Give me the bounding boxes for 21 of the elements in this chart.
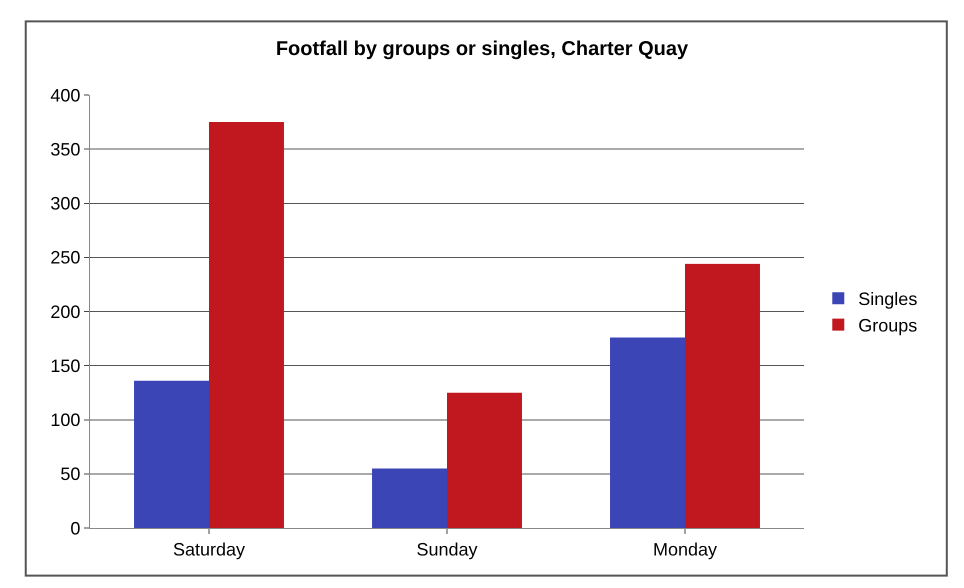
x-tick-label: Monday [652, 540, 718, 560]
bar [610, 337, 685, 528]
bar [134, 380, 209, 528]
y-tick-label: 100 [50, 410, 80, 430]
bar [685, 264, 760, 528]
y-tick-label: 350 [50, 139, 80, 160]
y-tick-label: 400 [50, 85, 80, 106]
y-tick-label: 300 [50, 194, 80, 214]
legend-label: Groups [858, 316, 918, 336]
y-tick-label: 150 [50, 356, 80, 376]
chart-title: Footfall by groups or singles, Charter Quay [276, 38, 690, 60]
legend-label: Singles [858, 289, 918, 310]
bar [209, 122, 284, 528]
y-tick-label: 50 [60, 464, 80, 484]
bar [372, 468, 447, 528]
bar [447, 392, 522, 528]
y-tick-label: 200 [50, 302, 80, 322]
y-tick-label: 0 [70, 518, 80, 538]
x-tick-label: Sunday [416, 540, 478, 560]
x-tick-label: Saturday [172, 540, 246, 560]
y-tick-label: 250 [50, 248, 80, 268]
